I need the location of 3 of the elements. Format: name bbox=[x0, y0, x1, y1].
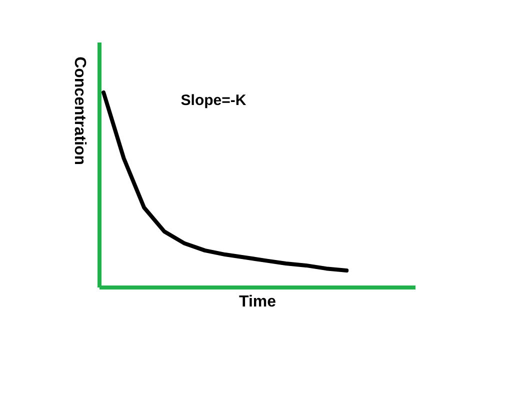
x-axis-title: Time bbox=[238, 294, 276, 310]
y-axis-title: Concentration bbox=[71, 56, 88, 166]
annotation: Slope=-K bbox=[180, 92, 246, 109]
